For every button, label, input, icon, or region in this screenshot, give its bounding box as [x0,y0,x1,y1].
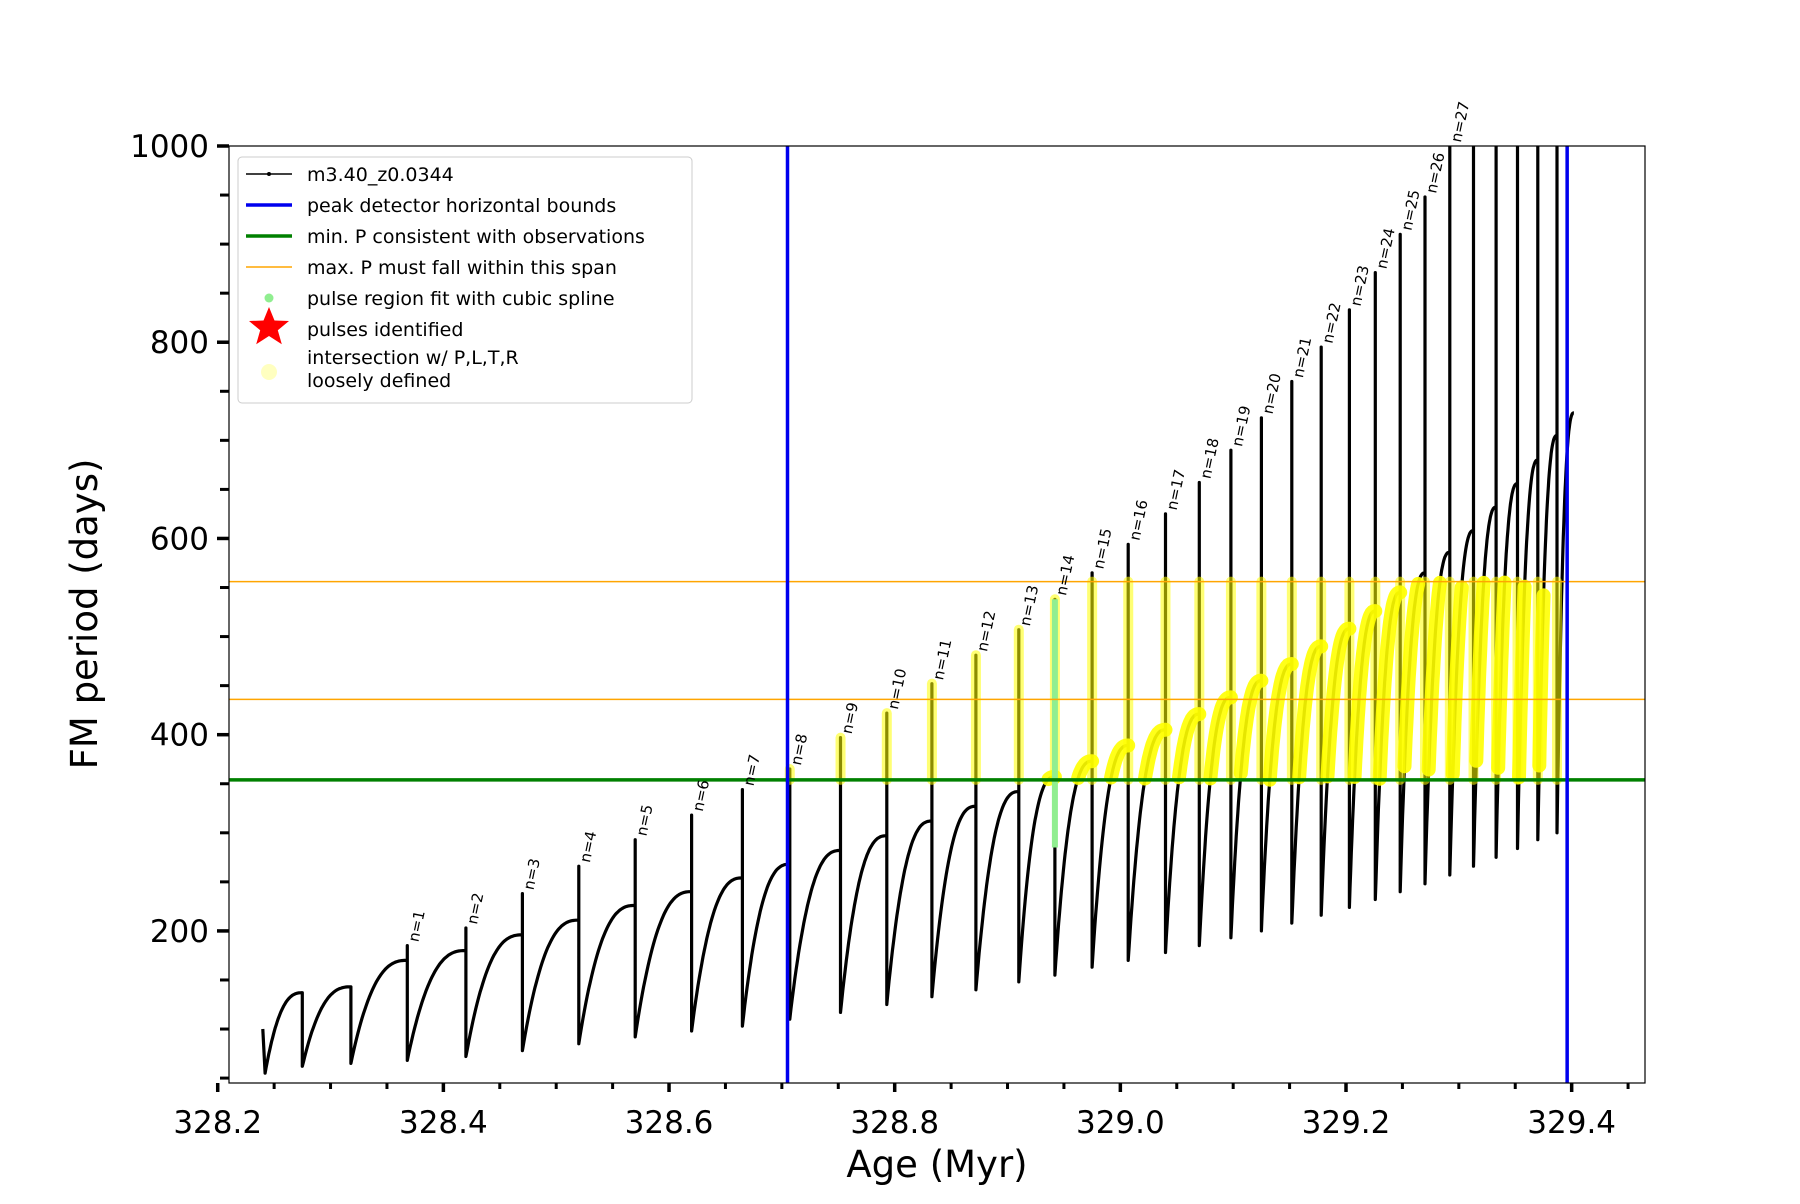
x-tick-label: 329.4 [1527,1105,1616,1141]
legend-label-green: min. P consistent with observations [307,226,645,248]
y-axis-label: FM period (days) [63,459,106,770]
x-tick-label: 328.8 [850,1105,939,1141]
intersection-arc [1445,580,1469,781]
legend-frame [237,156,693,404]
legend-label-intersection: intersection w/ P,L,T,R [307,347,519,369]
intersection-arc [1104,738,1136,785]
pale-yellow-circle-icon [261,364,277,380]
plot-frame [228,145,1646,1084]
intersection-arc [1532,588,1551,773]
intersection-arc [1512,579,1532,785]
intersection-arc [1372,585,1408,786]
legend-label-model: m3.40_z0.0344 [307,164,454,186]
legend-item-blue: peak detector horizontal bounds [246,195,616,217]
intersection-arc [1138,722,1173,786]
intersection-arc [1469,575,1491,768]
intersection-arc [1347,604,1383,784]
legend-item-orange: max. P must fall within this span [246,257,617,279]
legend-label-spline: pulse region fit with cubic spline [307,288,615,310]
y-tick-label: 800 [150,325,209,361]
x-tick-label: 328.6 [625,1105,714,1141]
red-star-icon [249,307,289,345]
legend-label-orange: max. P must fall within this span [307,257,617,279]
legend-item-model: m3.40_z0.0344 [246,164,454,186]
intersection-arc [1172,707,1207,785]
legend: m3.40_z0.0344 peak detector horizontal b… [237,156,693,404]
intersection-arc [1203,690,1238,786]
x-tick-label: 329.0 [1076,1105,1165,1141]
legend-label-blue: peak detector horizontal bounds [307,195,616,217]
x-tick-label: 328.4 [399,1105,488,1141]
intersection-arc [1397,576,1426,774]
x-tick-label: 329.2 [1302,1105,1391,1141]
legend-label-pulses: pulses identified [307,319,463,341]
x-axis-label: Age (Myr) [846,1143,1027,1186]
intersection-arc [1292,639,1329,785]
intersection-arc [1262,657,1299,787]
x-tick-label: 328.2 [173,1105,262,1141]
intersection-arc [1320,621,1357,784]
legend-item-green: min. P consistent with observations [246,226,645,248]
intersection-arc [1071,754,1100,785]
intersection-arc [1421,575,1447,777]
legend-item-pulses: pulses identified [249,307,463,345]
y-tick-label: 600 [150,521,209,557]
intersection-arc [1491,575,1512,775]
y-tick-label: 400 [150,718,209,754]
y-tick-label: 1000 [130,129,209,165]
plot-area [229,146,1645,1083]
intersection-arc [1233,673,1269,781]
legend-item-intersection: intersection w/ P,L,T,R loosely defined [261,347,519,392]
legend-item-spline: pulse region fit with cubic spline [264,288,615,310]
light-green-dot-icon [264,293,274,303]
y-tick-label: 200 [150,914,209,950]
legend-label-intersection-line2: loosely defined [307,370,451,392]
